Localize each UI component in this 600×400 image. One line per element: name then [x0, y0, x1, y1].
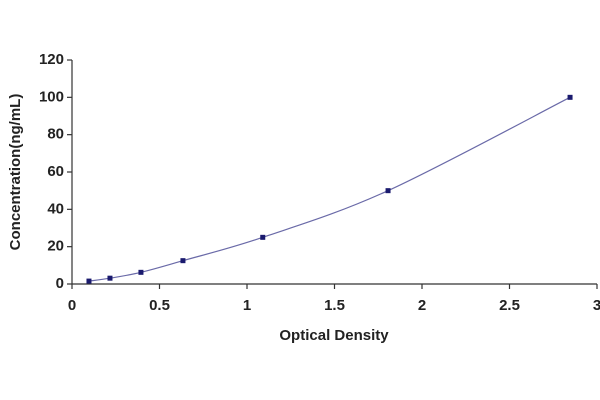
fit-curve — [88, 96, 571, 282]
x-tick-label: 0 — [68, 297, 76, 314]
x-tick-label: 1.5 — [324, 297, 345, 314]
y-tick-label: 60 — [47, 163, 64, 180]
y-tick-label: 120 — [39, 51, 64, 68]
x-tick-label: 2.5 — [499, 297, 520, 314]
x-tick-label: 0.5 — [149, 297, 170, 314]
data-point — [138, 269, 144, 275]
data-point — [385, 188, 391, 194]
x-tick-label: 2 — [418, 297, 426, 314]
data-point — [260, 234, 266, 240]
y-tick-label: 100 — [39, 88, 64, 105]
data-point — [180, 258, 186, 264]
data-point — [567, 94, 573, 100]
y-tick-label: 40 — [47, 200, 64, 217]
y-tick-label: 20 — [47, 238, 64, 255]
y-tick-label: 0 — [56, 275, 64, 292]
y-tick-label: 80 — [47, 126, 64, 143]
data-point — [107, 275, 113, 281]
data-point — [86, 278, 92, 284]
x-tick-label: 1 — [243, 297, 251, 314]
x-axis-label: Optical Density — [279, 327, 389, 344]
x-tick-label: 3 — [593, 297, 600, 314]
y-axis-label: Concentration(ng/mL) — [7, 94, 24, 251]
